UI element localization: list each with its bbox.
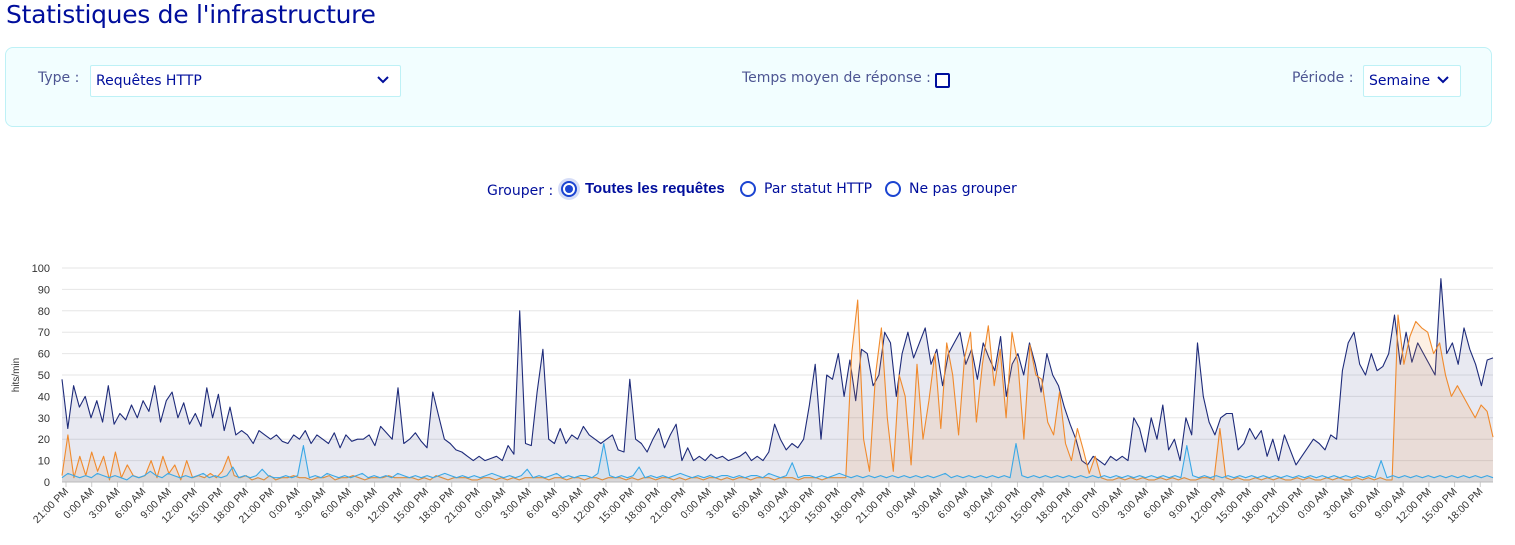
series-orange-line — [61, 299, 1494, 481]
y-tick-label: 70 — [38, 327, 50, 339]
x-tick-label: 21:00 PM — [31, 486, 71, 526]
avg-response-label: Temps moyen de réponse : — [742, 70, 931, 86]
grouping-row: Grouper : Toutes les requêtes Par statut… — [0, 178, 1515, 202]
page-title: Statistiques de l'infrastructure — [6, 0, 376, 29]
y-tick-label: 60 — [38, 349, 50, 361]
type-label: Type : — [38, 70, 80, 86]
series-light-line — [61, 442, 1494, 481]
avg-response-checkbox[interactable] — [935, 73, 950, 88]
y-axis-label: hits/min — [11, 358, 22, 392]
chevron-down-icon — [377, 76, 389, 84]
y-tick-label: 0 — [44, 477, 50, 489]
y-tick-label: 40 — [38, 391, 50, 403]
radio-by-http-status[interactable] — [740, 181, 756, 197]
y-tick-label: 30 — [38, 413, 50, 425]
radio-by-http-status-label[interactable]: Par statut HTTP — [764, 181, 873, 197]
radio-no-grouping-label[interactable]: Ne pas grouper — [909, 181, 1017, 197]
series-total-area — [62, 278, 1493, 482]
y-tick-label: 100 — [32, 263, 50, 275]
radio-no-grouping[interactable] — [885, 181, 901, 197]
series-light-area — [62, 443, 1493, 482]
series-total-line — [61, 278, 1494, 466]
grouping-label: Grouper : — [487, 183, 554, 199]
y-tick-label: 20 — [38, 434, 50, 446]
y-tick-label: 80 — [38, 306, 50, 318]
radio-all-requests[interactable] — [561, 181, 577, 197]
y-tick-label: 10 — [38, 456, 50, 468]
type-select-value: Requêtes HTTP — [96, 73, 202, 89]
period-select-value: Semaine — [1369, 73, 1431, 89]
y-tick-label: 50 — [38, 370, 50, 382]
period-select[interactable]: Semaine — [1363, 65, 1461, 97]
y-tick-label: 90 — [38, 284, 50, 296]
chevron-down-icon — [1437, 76, 1449, 84]
radio-all-requests-label[interactable]: Toutes les requêtes — [585, 180, 725, 197]
filter-panel: Type : Requêtes HTTP Temps moyen de répo… — [5, 47, 1492, 127]
period-label: Période : — [1292, 70, 1354, 86]
type-select[interactable]: Requêtes HTTP — [90, 65, 401, 97]
